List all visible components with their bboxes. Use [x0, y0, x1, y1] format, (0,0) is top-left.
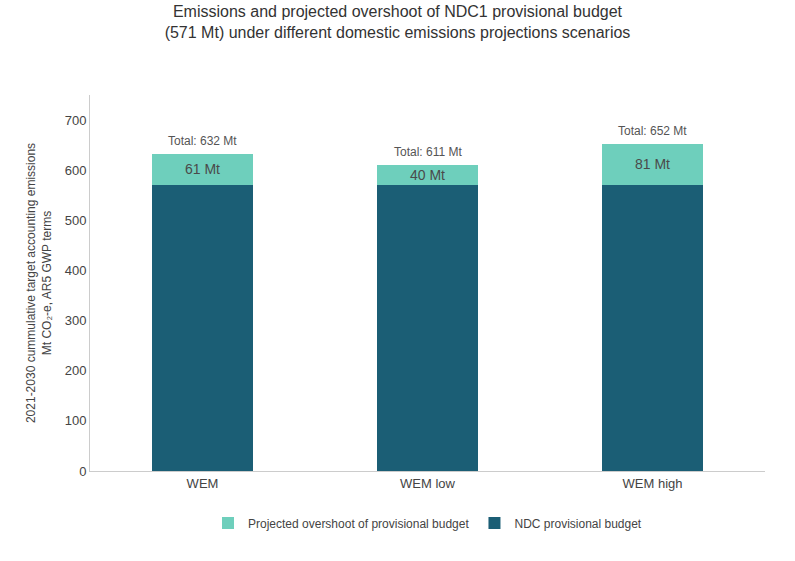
svg-text:Total: 652 Mt: Total: 652 Mt — [618, 124, 687, 138]
svg-text:WEM low: WEM low — [400, 476, 456, 491]
svg-text:61 Mt: 61 Mt — [185, 161, 220, 177]
svg-text:400: 400 — [65, 263, 87, 278]
svg-text:200: 200 — [65, 363, 87, 378]
svg-text:Projected overshoot of provisi: Projected overshoot of provisional budge… — [248, 517, 469, 531]
svg-text:Emissions and projected oversh: Emissions and projected overshoot of NDC… — [165, 3, 631, 41]
svg-text:2021-2030 cummulative target a: 2021-2030 cummulative target accounting … — [24, 143, 54, 423]
svg-text:100: 100 — [65, 413, 87, 428]
svg-text:300: 300 — [65, 313, 87, 328]
svg-text:81 Mt: 81 Mt — [635, 156, 670, 172]
svg-text:WEM: WEM — [187, 476, 219, 491]
svg-text:Total: 632 Mt: Total: 632 Mt — [168, 134, 237, 148]
svg-text:500: 500 — [65, 213, 87, 228]
svg-text:Total: 611 Mt: Total: 611 Mt — [394, 145, 462, 159]
svg-text:40 Mt: 40 Mt — [410, 167, 445, 183]
svg-text:NDC provisional budget: NDC provisional budget — [514, 517, 641, 531]
svg-text:WEM high: WEM high — [623, 476, 683, 491]
svg-text:700: 700 — [65, 113, 87, 128]
svg-text:0: 0 — [79, 464, 86, 479]
svg-text:600: 600 — [65, 163, 87, 178]
